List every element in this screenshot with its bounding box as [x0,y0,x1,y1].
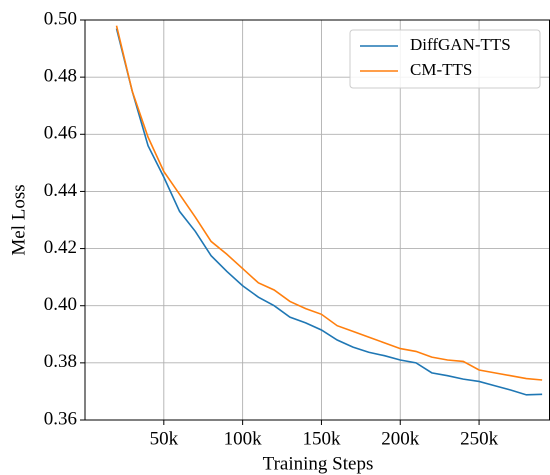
x-tick-label: 150k [302,428,341,449]
y-tick-label: 0.36 [44,408,77,429]
y-axis-label: Mel Loss [8,184,29,255]
series-line [115,28,543,396]
x-tick-label: 50k [150,428,179,449]
y-tick-label: 0.40 [44,294,77,315]
y-tick-label: 0.44 [44,180,78,201]
x-tick-label: 200k [381,428,420,449]
x-axis-label: Training Steps [263,453,374,474]
x-tick-label: 100k [224,428,263,449]
series-line [115,25,543,381]
x-tick-label: 250k [460,428,499,449]
y-tick-label: 0.42 [44,237,77,258]
legend-label: CM-TTS [410,60,472,79]
y-tick-label: 0.48 [44,66,77,87]
y-tick-label: 0.38 [44,351,77,372]
y-tick-label: 0.50 [44,8,77,29]
legend-box [349,29,541,89]
axes: 0.36 0.38 0.40 0.42 0.44 0.46 0.48 0.50 50k 100k 1… [44,8,550,449]
legend: DiffGAN-TTS CM-TTS [349,29,541,89]
plot-lines [115,25,543,396]
y-tick-label: 0.46 [44,123,77,144]
legend-label: DiffGAN-TTS [410,35,511,54]
